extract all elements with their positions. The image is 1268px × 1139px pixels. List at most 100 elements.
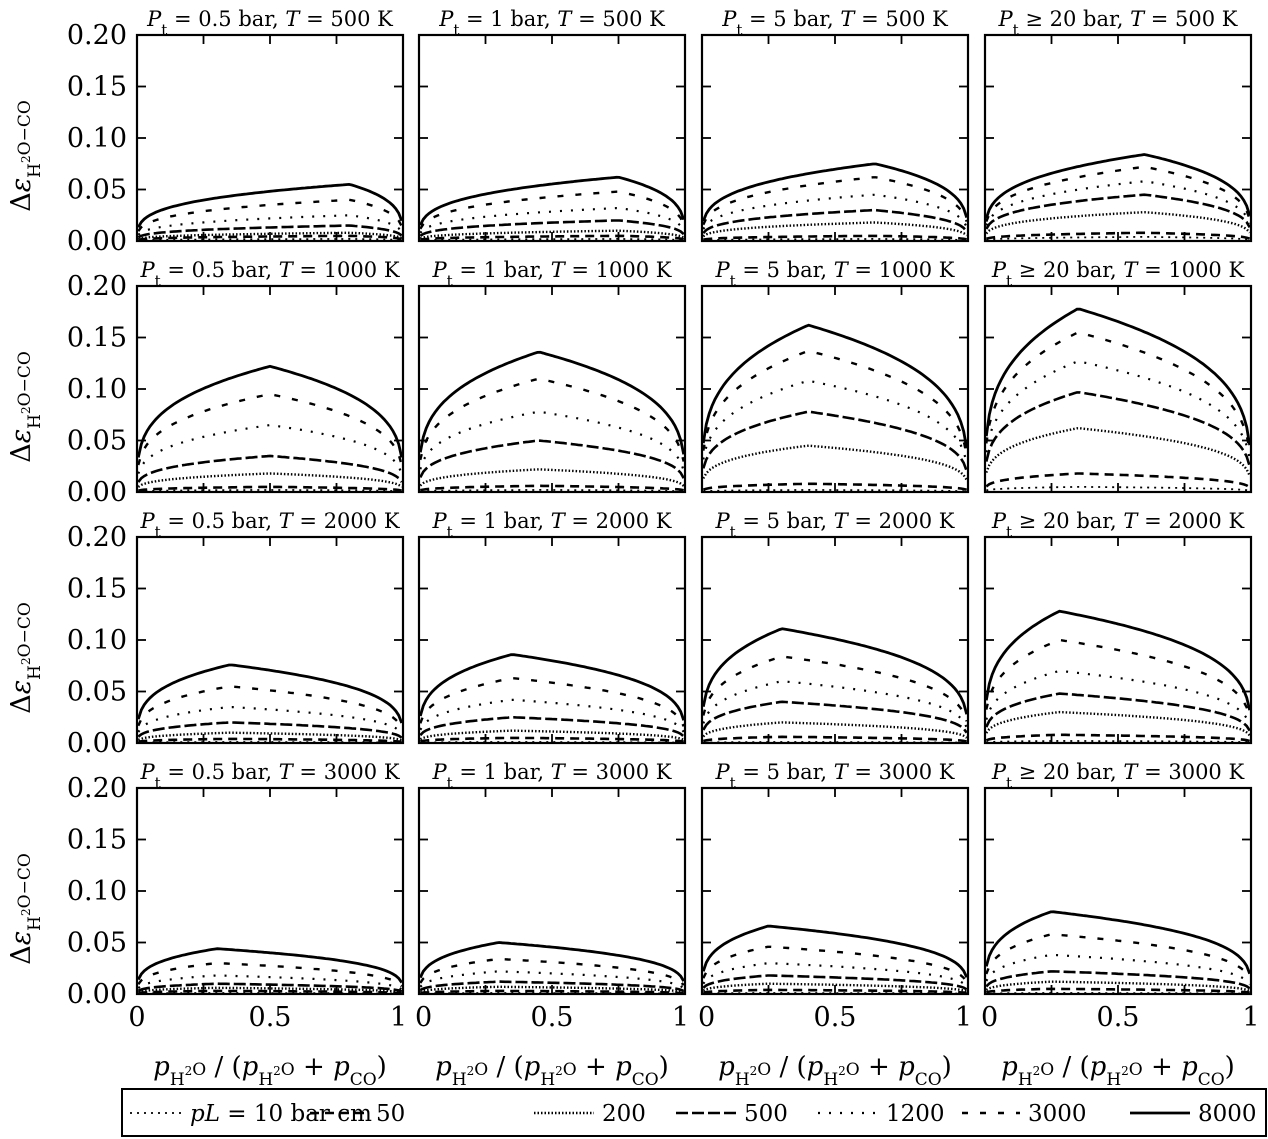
panel-title: Pt ≥ 20 bar, T = 3000 K: [991, 760, 1245, 792]
series-line-pL-8000: [137, 947, 403, 984]
panel-frame: [417, 33, 687, 243]
y-tick-label: 0.00: [67, 226, 127, 257]
x-tick-label: 0.5: [249, 1002, 292, 1033]
panel-title: Pt = 5 bar, T = 2000 K: [715, 509, 955, 541]
x-tick-label: 0: [981, 1002, 998, 1033]
y-axis-label: ΔεH2O−CO: [6, 100, 45, 212]
series-line-pL-500: [985, 391, 1251, 467]
y-tick-label: 0.10: [67, 374, 127, 405]
panel-title: Pt ≥ 20 bar, T = 2000 K: [991, 509, 1245, 541]
series-group: [702, 162, 968, 241]
y-tick-label: 0.15: [67, 72, 127, 103]
y-tick-label: 0.20: [67, 522, 127, 553]
series-line-pL-200: [702, 721, 968, 739]
panel-title: Pt = 0.5 bar, T = 2000 K: [139, 509, 399, 541]
series-line-pL-10: [138, 237, 402, 241]
series-line-pL-500: [985, 970, 1251, 990]
y-tick-label: 0.20: [67, 20, 127, 51]
panel-r2-c0: Pt = 0.5 bar, T = 2000 K 0.00 0.05 0.10 0.15…: [6, 509, 405, 759]
series-group: [985, 153, 1251, 241]
x-tick-label: 0: [415, 1002, 432, 1033]
series-line-pL-500: [419, 980, 685, 993]
y-tick-label: 0.15: [67, 825, 127, 856]
series-group: [137, 182, 403, 241]
panel-frame: [135, 786, 405, 996]
panel-r3-c1: Pt = 1 bar, T = 3000 K 0 0.5 1: [415, 760, 689, 1033]
x-axis-label: pH2O / (pH2O + pCO): [718, 1052, 952, 1090]
x-axis-label: pH2O / (pH2O + pCO): [1001, 1052, 1235, 1090]
series-line-pL-10: [986, 236, 1250, 241]
legend-label: 1200: [886, 1101, 945, 1127]
panel-title: Pt = 1 bar, T = 1000 K: [432, 258, 672, 290]
series-line-pL-8000: [702, 162, 968, 222]
panel-title: Pt = 0.5 bar, T = 500 K: [146, 7, 393, 39]
y-tick-label: 0.05: [67, 426, 127, 457]
panel-r0-c0: Pt = 0.5 bar, T = 500 K 0.00 0.05 0.10 0.15 0…: [6, 7, 405, 257]
y-tick-label: 0.05: [67, 677, 127, 708]
panel-r1-c1: Pt = 1 bar, T = 1000 K: [417, 258, 687, 494]
series-line-pL-500: [702, 410, 968, 472]
series-line-pL-8000: [702, 323, 968, 449]
panel-r1-c3: Pt ≥ 20 bar, T = 1000 K: [983, 258, 1253, 494]
series-line-pL-200: [985, 427, 1251, 477]
series-line-pL-3000: [985, 165, 1251, 223]
series-line-pL-8000: [985, 153, 1251, 219]
panel-frame: [700, 284, 970, 494]
series-line-pL-1200: [137, 214, 403, 236]
panel-r2-c1: Pt = 1 bar, T = 2000 K: [417, 509, 687, 745]
series-line-pL-500: [985, 692, 1251, 732]
panel-frame: [417, 786, 687, 996]
series-group: [137, 364, 403, 492]
series-line-pL-3000: [137, 392, 403, 466]
series-line-pL-200: [137, 472, 403, 488]
series-line-pL-10: [703, 488, 967, 492]
panel-title: Pt = 5 bar, T = 1000 K: [715, 258, 955, 290]
series-line-pL-1200: [419, 410, 685, 471]
x-axis-label: pH2O / (pH2O + pCO): [153, 1052, 387, 1090]
series-line-pL-3000: [137, 685, 403, 730]
y-tick-label: 0.10: [67, 625, 127, 656]
series-line-pL-8000: [419, 175, 685, 226]
series-line-pL-8000: [985, 910, 1251, 975]
series-line-pL-500: [137, 454, 403, 483]
y-tick-label: 0.20: [67, 271, 127, 302]
x-tick-label: 0.5: [814, 1002, 857, 1033]
legend-label: 500: [744, 1101, 788, 1127]
series-line-pL-8000: [419, 941, 685, 982]
series-group: [137, 663, 403, 743]
x-tick-label: 1: [1242, 1002, 1259, 1033]
y-tick-label: 0.15: [67, 323, 127, 354]
y-tick-label: 0.10: [67, 123, 127, 154]
series-line-pL-500: [985, 193, 1251, 230]
series-group: [702, 627, 968, 743]
panel-title: Pt = 5 bar, T = 500 K: [721, 7, 948, 39]
series-group: [702, 924, 968, 994]
series-line-pL-500: [137, 982, 403, 993]
panel-frame: [417, 535, 687, 745]
legend-label: 50: [376, 1101, 405, 1127]
panel-r0-c1: Pt = 1 bar, T = 500 K: [417, 7, 687, 243]
series-line-pL-1200: [985, 360, 1251, 459]
y-tick-label: 0.00: [67, 979, 127, 1010]
series-group: [985, 609, 1251, 743]
series-line-pL-3000: [702, 655, 968, 722]
y-tick-label: 0.20: [67, 773, 127, 804]
series-line-pL-3000: [419, 677, 685, 727]
x-tick-label: 1: [672, 1002, 689, 1033]
series-line-pL-1200: [137, 423, 403, 475]
panel-r3-c3: Pt ≥ 20 bar, T = 3000 K 0 0.5 1: [981, 760, 1260, 1033]
series-line-pL-200: [702, 221, 968, 238]
x-tick-label: 0.5: [1097, 1002, 1140, 1033]
panel-r0-c3: Pt ≥ 20 bar, T = 500 K: [983, 7, 1253, 243]
y-tick-label: 0.00: [67, 728, 127, 759]
panel-title: Pt = 1 bar, T = 500 K: [438, 7, 665, 39]
x-axis-labels: pH2O / (pH2O + pCO) pH2O / (pH2O + pCO) pH…: [153, 1052, 1235, 1090]
series-line-pL-10: [420, 489, 684, 492]
series-line-pL-8000: [985, 307, 1251, 446]
series-group: [702, 323, 968, 492]
legend-label: 200: [602, 1101, 646, 1127]
panel-title: Pt ≥ 20 bar, T = 500 K: [998, 7, 1238, 39]
series-group: [985, 910, 1251, 994]
series-line-pL-8000: [419, 350, 685, 455]
